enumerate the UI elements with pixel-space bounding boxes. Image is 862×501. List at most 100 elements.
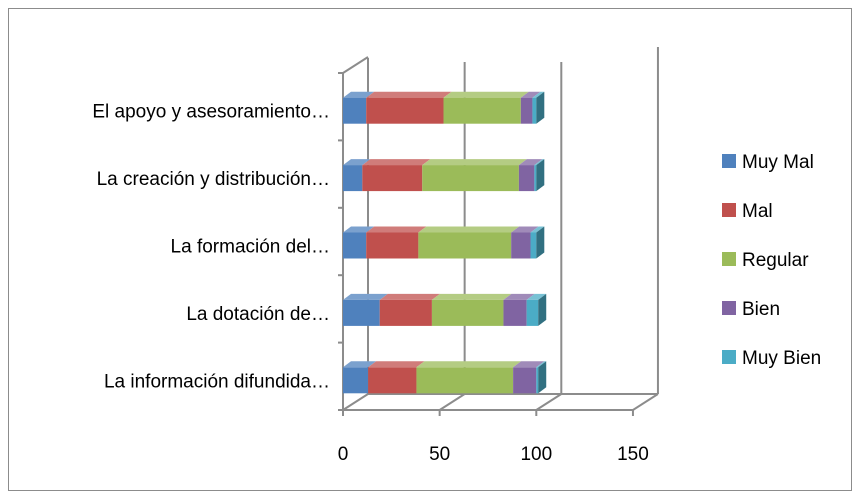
bar-segment-top <box>416 361 522 368</box>
legend-label: Muy Bien <box>742 348 821 369</box>
legend-swatch <box>722 203 736 217</box>
bar-segment <box>530 226 545 259</box>
bar-segment-top <box>418 226 520 233</box>
floor-gridline <box>342 393 369 411</box>
category-label: La información difundida… <box>104 371 330 392</box>
bar-segment-top <box>379 293 440 300</box>
bar-segment <box>343 159 371 192</box>
bar-row <box>343 226 545 259</box>
bar-segment-front <box>362 165 423 192</box>
bar-segment-front <box>520 97 533 124</box>
bar-segment <box>532 91 545 124</box>
bar-segment-top <box>343 226 375 233</box>
bar-segment-front <box>343 165 363 192</box>
bar-segment-front <box>513 367 537 394</box>
bar-segment-top <box>366 226 427 233</box>
legend-swatch <box>722 301 736 315</box>
bar-segment-top <box>422 159 527 166</box>
bar-row <box>343 91 545 124</box>
category-label: La creación y distribución… <box>97 169 330 190</box>
bar-segment <box>526 293 547 326</box>
bar-segment-front <box>343 232 367 259</box>
bar-segment-front <box>443 97 521 124</box>
x-tick-label: 150 <box>617 444 649 465</box>
bar-segment-top <box>518 159 543 166</box>
bar-segment <box>422 159 527 192</box>
bar-segment <box>362 159 431 192</box>
bar-segment-top <box>534 159 545 166</box>
legend-label: Muy Mal <box>742 152 814 173</box>
bar-segment-top <box>343 361 377 368</box>
bar-segment-front <box>379 299 432 326</box>
bar-segment <box>511 226 539 259</box>
bar-segment-front <box>366 232 419 259</box>
legend-swatch <box>722 154 736 168</box>
x-axis-ticks: 0 50 100 150 <box>338 444 649 465</box>
bar-segment-top <box>343 293 388 300</box>
bar-end-face <box>538 361 547 394</box>
bar-segment <box>366 91 452 124</box>
bar-segment-front <box>343 299 380 326</box>
bar-segment-front <box>343 367 369 394</box>
bars-group <box>343 91 547 394</box>
bar-segment-front <box>536 367 539 394</box>
bar-segment-front <box>526 299 539 326</box>
category-label: La formación del… <box>171 237 330 258</box>
bar-segment-front <box>534 165 537 192</box>
bar-segment <box>368 361 425 394</box>
bar-segment-top <box>431 293 512 300</box>
floor-gridline <box>439 393 466 411</box>
bar-segment <box>534 159 545 192</box>
bar-segment-front <box>518 165 535 192</box>
bar-segment-front <box>422 165 519 192</box>
bar-segment <box>416 361 522 394</box>
category-label: El apoyo y asesoramiento… <box>92 102 330 123</box>
legend-label: Regular <box>742 250 809 271</box>
bar-segment-top <box>362 159 431 166</box>
bar-segment-top <box>443 91 529 98</box>
bar-end-face <box>536 226 545 259</box>
x-tick-label: 0 <box>338 444 349 465</box>
bar-segment-front <box>418 232 512 259</box>
legend-label: Mal <box>742 201 773 222</box>
legend-label: Bien <box>742 299 780 320</box>
bar-segment-top <box>532 91 545 98</box>
bar-segment-front <box>431 299 504 326</box>
wall-top-edge <box>342 56 369 74</box>
bar-segment-top <box>366 91 452 98</box>
bar-segment-top <box>368 361 425 368</box>
bar-segment <box>343 226 375 259</box>
legend-swatch <box>722 252 736 266</box>
x-tick-label: 50 <box>429 444 450 465</box>
bar-segment-top <box>343 91 375 98</box>
floor-gridline <box>632 393 659 411</box>
bar-row <box>343 293 547 326</box>
bar-end-face <box>538 293 547 326</box>
bar-segment-front <box>343 97 367 124</box>
bar-segment <box>366 226 427 259</box>
bar-segment-top <box>513 361 545 368</box>
bar-segment-front <box>503 299 527 326</box>
bar-segment <box>431 293 512 326</box>
bar-segment-top <box>530 226 545 233</box>
bar-segment <box>443 91 529 124</box>
floor-gridline <box>535 393 562 411</box>
bar-segment <box>520 91 541 124</box>
bar-segment-front <box>416 367 514 394</box>
bar-segment-front <box>511 232 531 259</box>
bar-segment <box>343 361 377 394</box>
bar-segment <box>379 293 440 326</box>
bar-segment-top <box>503 293 535 300</box>
bar-segment <box>343 293 388 326</box>
legend: Muy Mal Mal Regular Bien Muy Bien <box>722 152 821 369</box>
category-label: La dotación de… <box>186 304 330 325</box>
category-labels: El apoyo y asesoramiento… La creación y d… <box>92 102 330 393</box>
bar-segment <box>343 91 375 124</box>
bar-segment-top <box>536 361 547 368</box>
bar-segment-front <box>368 367 417 394</box>
bar-segment-front <box>532 97 537 124</box>
bar-segment-front <box>366 97 444 124</box>
x-tick-label: 100 <box>520 444 552 465</box>
bar-row <box>343 361 547 394</box>
